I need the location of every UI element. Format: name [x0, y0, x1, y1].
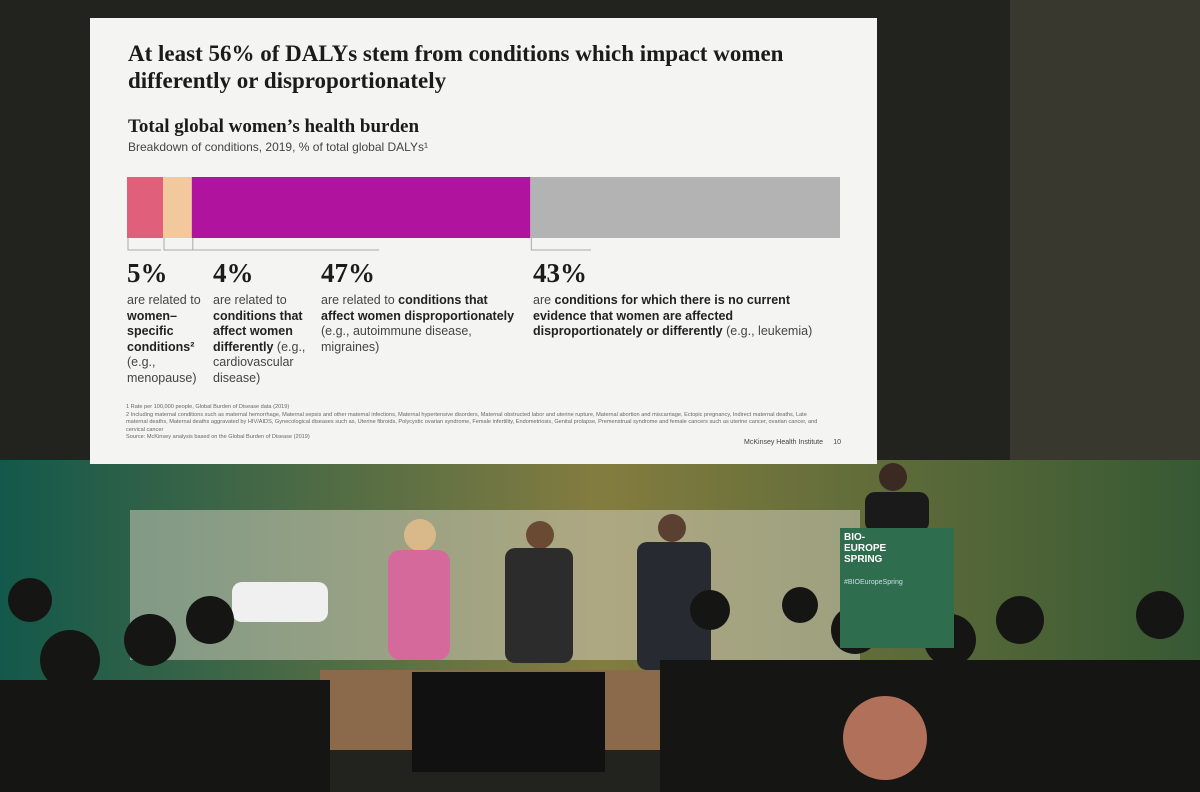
bar-segment: [191, 177, 531, 238]
description-text: (e.g., cardiovascular disease): [213, 339, 306, 385]
slide: At least 56% of DALYs stem from conditio…: [90, 18, 877, 464]
person: [637, 542, 711, 670]
description-text: conditions for which there is no current…: [533, 293, 790, 338]
description-text: conditions that affect women differently: [213, 308, 303, 354]
description: are related to conditions that affect wo…: [321, 293, 521, 355]
percent-label: 43%: [533, 258, 587, 288]
slide-title: At least 56% of DALYs stem from conditio…: [128, 41, 784, 93]
description-text: (e.g., autoimmune disease, migraines): [321, 324, 472, 354]
description-text: (e.g., leukemia): [722, 324, 813, 338]
description-text: are related to: [321, 293, 399, 307]
bar-segment: [163, 177, 192, 238]
description: are conditions for which there is no cur…: [533, 293, 833, 340]
person: [505, 548, 573, 663]
person: [404, 519, 436, 551]
connector: [163, 238, 240, 251]
description-text: are: [533, 293, 555, 307]
description-text: are related to: [213, 293, 287, 307]
page-number: 10: [833, 439, 841, 446]
bar-chart: [127, 177, 840, 251]
footnote: 1 Rate per 100,000 people, Global Burden…: [126, 404, 290, 410]
footnotes: 1 Rate per 100,000 people, Global Burden…: [126, 404, 826, 442]
description-text: (e.g., menopause): [127, 355, 197, 385]
percent-label: 5%: [127, 258, 168, 288]
bar-segment: [530, 177, 840, 238]
description-text: are related to: [127, 293, 201, 307]
footnote: Source: McKinsey analysis based on the G…: [126, 434, 310, 440]
percent-label: 47%: [321, 258, 375, 288]
person: [526, 521, 554, 549]
chair: [232, 582, 328, 622]
connector: [127, 238, 162, 251]
footnote: 2 Including maternal conditions such as …: [126, 411, 818, 433]
podium-title: BIO-EUROPE SPRING: [844, 532, 887, 565]
stage-box: [412, 672, 605, 772]
person: [865, 492, 929, 532]
description-text: women–specific conditions²: [127, 308, 195, 354]
chart-subtitle: Breakdown of conditions, 2019, % of tota…: [128, 140, 428, 154]
wall-panel: [1010, 0, 1200, 460]
connector: [530, 238, 591, 251]
person: [658, 514, 686, 542]
bar-segment: [127, 177, 164, 238]
audience-head: [843, 696, 927, 780]
percent-label: 4%: [213, 258, 254, 288]
person: [388, 550, 450, 660]
chart-title: Total global women’s health burden: [128, 116, 420, 137]
brand: McKinsey Health Institute: [744, 439, 823, 446]
connector: [192, 238, 379, 251]
description-text: conditions that affect women disproporti…: [321, 293, 515, 323]
description: are related to conditions that affect wo…: [213, 293, 313, 386]
podium: BIO-EUROPE SPRING #BIOEuropeSpring: [840, 528, 954, 648]
description: are related to women–specific conditions…: [127, 293, 207, 386]
podium-hashtag: #BIOEuropeSpring: [844, 579, 903, 586]
person: [879, 463, 907, 491]
